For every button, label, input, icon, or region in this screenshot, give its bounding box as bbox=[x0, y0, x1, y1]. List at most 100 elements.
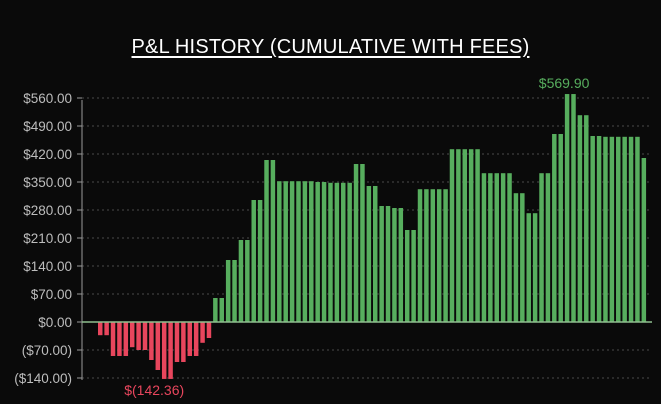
pnl-bar bbox=[289, 181, 295, 322]
pnl-bar bbox=[373, 186, 378, 322]
pnl-bar bbox=[341, 182, 346, 322]
pnl-bar bbox=[283, 181, 288, 322]
chart-title: P&L HISTORY (CUMULATIVE WITH FEES) bbox=[131, 36, 530, 58]
y-tick-label: ($70.00) bbox=[22, 343, 72, 358]
pnl-bar bbox=[507, 173, 512, 322]
pnl-bar bbox=[571, 94, 576, 322]
pnl-bar bbox=[142, 322, 148, 350]
pnl-bar bbox=[360, 164, 365, 322]
pnl-bar bbox=[392, 208, 397, 322]
y-tick-label: ($140.00) bbox=[14, 371, 72, 386]
pnl-bar bbox=[481, 173, 487, 322]
pnl-bar bbox=[641, 158, 647, 322]
pnl-bar bbox=[552, 134, 557, 322]
pnl-bar bbox=[488, 173, 493, 322]
pnl-bar bbox=[257, 200, 263, 322]
pnl-bar bbox=[193, 322, 199, 356]
y-axis: $560.00 $490.00 $420.00 $350.00 $280.00 $210.… bbox=[14, 91, 83, 386]
pnl-bar bbox=[590, 136, 595, 322]
pnl-bar bbox=[424, 189, 429, 322]
pnl-bar bbox=[385, 206, 391, 322]
pnl-bar bbox=[366, 186, 372, 322]
pnl-bar bbox=[98, 322, 103, 336]
pnl-bar bbox=[449, 149, 455, 322]
pnl-bar bbox=[526, 213, 531, 322]
y-tick-label: $210.00 bbox=[23, 231, 72, 246]
pnl-bar bbox=[302, 181, 308, 322]
pnl-bar bbox=[245, 240, 250, 322]
pnl-bar bbox=[520, 193, 525, 322]
pnl-bar bbox=[174, 322, 180, 362]
pnl-bar bbox=[251, 200, 256, 322]
pnl-bar bbox=[181, 322, 186, 362]
pnl-bar bbox=[558, 134, 563, 322]
pnl-bar bbox=[187, 322, 193, 356]
pnl-bar bbox=[456, 149, 461, 322]
pnl-bar bbox=[206, 322, 212, 338]
pnl-bar bbox=[609, 136, 615, 322]
pnl-bar bbox=[277, 181, 282, 322]
pnl-bar bbox=[462, 149, 468, 322]
pnl-bar bbox=[468, 149, 474, 322]
pnl-bar bbox=[622, 136, 627, 322]
pnl-bar bbox=[296, 181, 301, 322]
pnl-bar bbox=[628, 136, 634, 322]
pnl-bar bbox=[321, 182, 327, 322]
pnl-bar bbox=[225, 260, 231, 322]
pnl-bar bbox=[149, 322, 154, 360]
pnl-bar bbox=[584, 115, 589, 322]
pnl-bar bbox=[110, 322, 116, 356]
pnl-bar bbox=[436, 189, 442, 322]
pnl-bar bbox=[443, 189, 448, 322]
pnl-bar bbox=[539, 173, 544, 322]
pnl-bar bbox=[404, 230, 410, 322]
pnl-bar bbox=[545, 173, 551, 322]
pnl-bar bbox=[123, 322, 129, 356]
y-tick-label: $420.00 bbox=[23, 147, 72, 162]
pnl-bar bbox=[430, 189, 436, 322]
pnl-bar bbox=[411, 230, 416, 322]
pnl-bar bbox=[616, 136, 621, 322]
pnl-bar bbox=[513, 193, 519, 322]
pnl-bar bbox=[238, 240, 244, 322]
y-tick-label: $0.00 bbox=[38, 315, 72, 330]
y-tick-label: $280.00 bbox=[23, 203, 72, 218]
pnl-bar bbox=[500, 173, 506, 322]
pnl-bar bbox=[353, 164, 359, 322]
y-tick-label: $490.00 bbox=[23, 119, 72, 134]
pnl-bar bbox=[136, 322, 141, 350]
pnl-bar bbox=[270, 160, 276, 322]
y-tick-label: $70.00 bbox=[31, 287, 72, 302]
annotations: $569.90 $(142.36) bbox=[124, 75, 589, 398]
pnl-bar bbox=[564, 94, 570, 322]
pnl-bar bbox=[200, 322, 205, 343]
pnl-bar bbox=[129, 322, 135, 348]
pnl-bar bbox=[475, 149, 480, 322]
pnl-bar bbox=[168, 322, 173, 379]
pnl-bar bbox=[347, 182, 352, 322]
pnl-bar bbox=[398, 208, 404, 322]
y-tick-label: $140.00 bbox=[23, 259, 72, 274]
pnl-bar bbox=[532, 213, 538, 322]
pnl-bar bbox=[334, 182, 340, 322]
pnl-bar bbox=[328, 182, 333, 322]
pnl-bar bbox=[417, 189, 423, 322]
min-value-label: $(142.36) bbox=[124, 382, 184, 398]
pnl-bar bbox=[603, 136, 608, 322]
y-tick-label: $560.00 bbox=[23, 91, 72, 106]
pnl-bar bbox=[315, 182, 320, 322]
bars bbox=[98, 94, 647, 379]
pnl-bar bbox=[104, 322, 109, 336]
pnl-bar bbox=[117, 322, 122, 356]
pnl-bar bbox=[494, 173, 499, 322]
pnl-bar bbox=[264, 160, 269, 322]
pnl-bar bbox=[155, 322, 161, 370]
pnl-bar bbox=[232, 260, 237, 322]
pnl-bar bbox=[379, 206, 384, 322]
pnl-bar bbox=[596, 136, 602, 322]
pnl-bar bbox=[161, 322, 167, 379]
pnl-bar bbox=[219, 298, 224, 322]
y-tick-label: $350.00 bbox=[23, 175, 72, 190]
